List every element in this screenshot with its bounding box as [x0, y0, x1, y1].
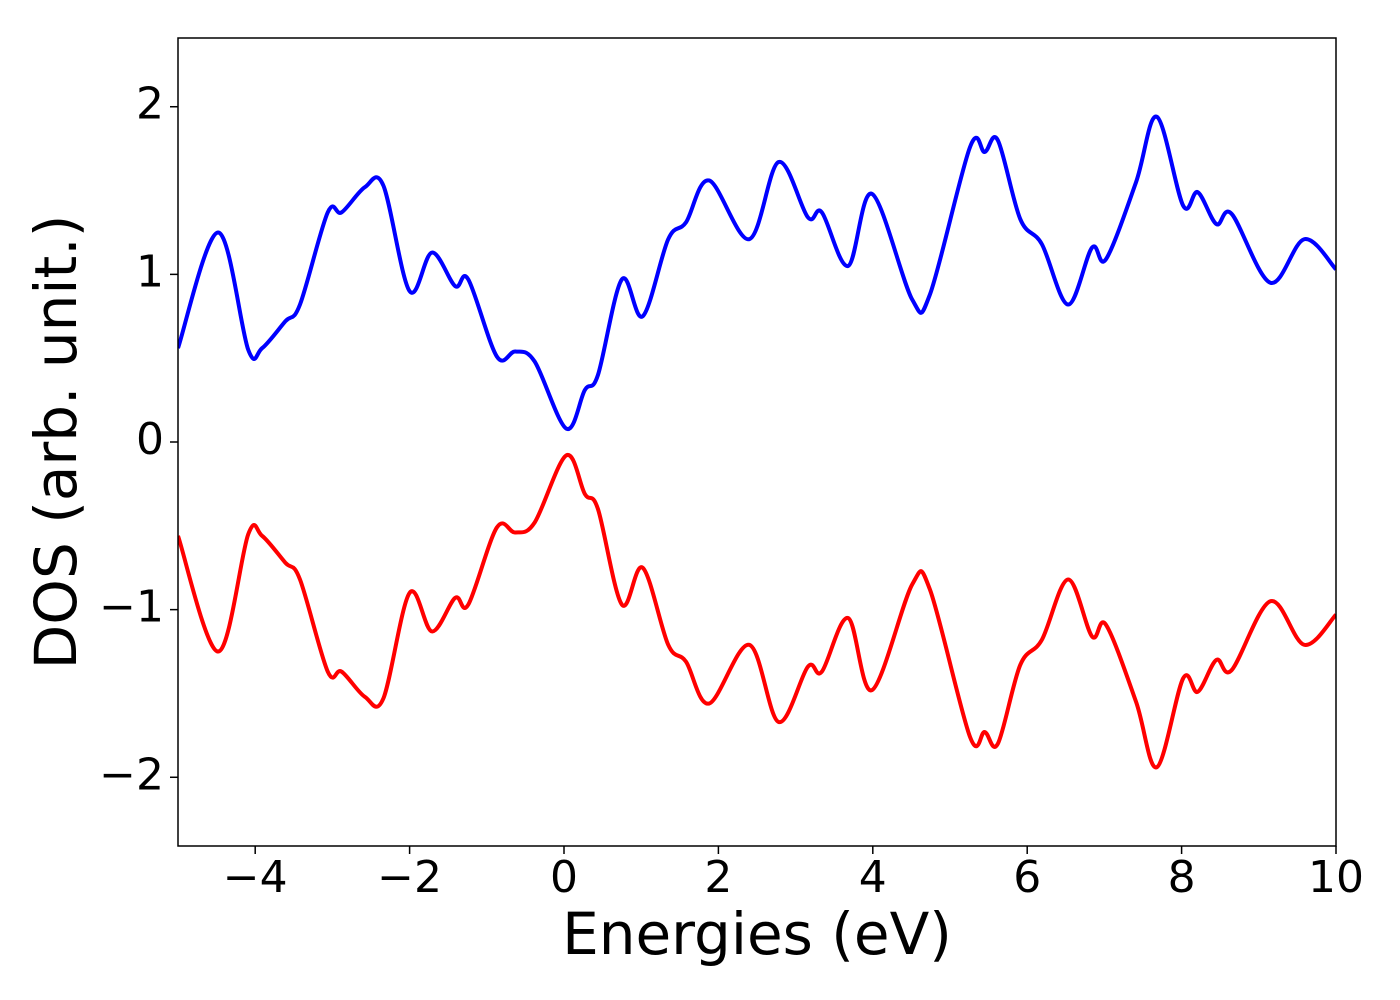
x-tick-label: 10 [1308, 852, 1364, 903]
x-tick-label: −4 [223, 852, 288, 903]
x-tick-label: 4 [859, 852, 887, 903]
plot-frame [177, 37, 1337, 847]
series-line [178, 453, 1336, 770]
x-tick-label: 2 [704, 852, 732, 903]
y-axis-label: DOS (arb. unit.) [22, 215, 90, 670]
x-tick-label: −2 [377, 852, 442, 903]
x-tick-label: 6 [1013, 852, 1041, 903]
series-line [178, 114, 1336, 431]
x-tick-label: 0 [550, 852, 578, 903]
x-axis-label: Energies (eV) [562, 900, 952, 968]
y-tick-label: 2 [136, 79, 164, 130]
y-tick-label: −2 [99, 749, 164, 800]
y-tick-label: 1 [136, 246, 164, 297]
x-tick-label: 8 [1168, 852, 1196, 903]
y-tick-label: −1 [99, 582, 164, 633]
y-tick-label: 0 [136, 414, 164, 465]
